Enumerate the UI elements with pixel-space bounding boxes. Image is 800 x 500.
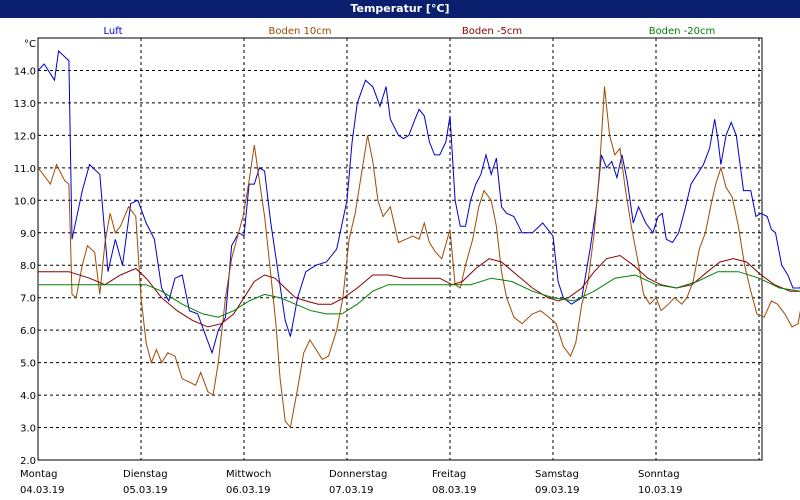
x-date-label: 08.03.19 [432,485,477,496]
x-day-label: Dienstag [123,469,168,480]
series-lines [37,49,800,429]
legend-entry: Boden 10cm [269,26,332,37]
legend: Luft Boden 10cm Boden -5cm Boden -20cm [104,26,716,37]
y-axis-unit: °C [24,39,36,50]
x-date-label: 04.03.19 [20,485,65,496]
y-tick-label: 14.0 [14,66,36,77]
y-tick-label: 4.0 [20,391,36,402]
grid-lines [38,38,762,461]
y-tick-label: 13.0 [14,99,36,110]
y-tick-labels: 2.0 3.0 4.0 5.0 6.0 7.0 8.0 9.0 10.0 11.0 12.0 13.0… [14,39,36,467]
y-tick-label: 9.0 [20,229,36,240]
x-date-label: 05.03.19 [123,485,168,496]
y-tick-label: 11.0 [14,164,36,175]
chart-title: Temperatur [°C] [0,0,800,18]
x-day-label: Mittwoch [226,469,271,480]
x-day-label: Sonntag [638,469,680,480]
y-tick-label: 6.0 [20,326,36,337]
plot-frame [37,37,763,461]
legend-entry: Boden -5cm [462,26,522,37]
legend-entry: Luft [104,26,123,37]
x-day-label: Freitag [432,469,466,480]
x-day-label: Montag [20,469,57,480]
y-tick-label: 10.0 [14,196,36,207]
y-tick-label: 12.0 [14,131,36,142]
x-date-label: 09.03.19 [535,485,580,496]
series-line [37,49,800,355]
series-line [37,86,800,429]
y-tick-label: 7.0 [20,294,36,305]
series-line [38,254,800,328]
legend-entry: Boden -20cm [649,26,716,37]
x-date-label: 06.03.19 [226,485,271,496]
x-day-label: Donnerstag [329,469,387,480]
x-date-label: 10.03.19 [638,485,683,496]
y-tick-label: 2.0 [20,456,36,467]
y-tick-label: 3.0 [20,424,36,435]
x-day-label: Samstag [535,469,579,480]
y-tick-label: 5.0 [20,359,36,370]
y-tick-label: 8.0 [20,261,36,272]
x-date-label: 07.03.19 [329,485,374,496]
series-line [38,271,800,318]
x-tick-labels: Montag 04.03.19 Dienstag 05.03.19 Mittwoch 06… [20,469,683,496]
